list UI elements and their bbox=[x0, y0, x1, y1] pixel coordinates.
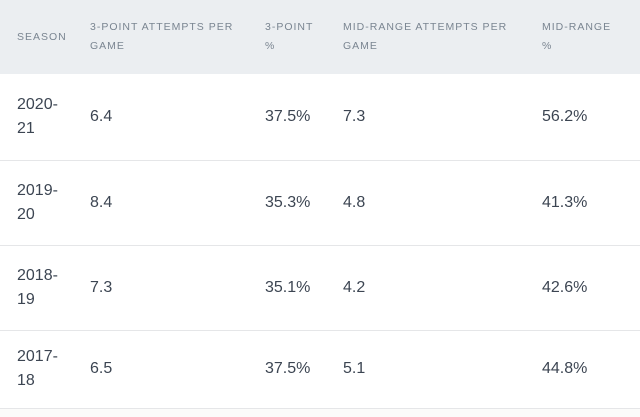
season-cell: 2018-19 bbox=[0, 245, 90, 331]
column-header-midrange-attempts: MID-RANGE ATTEMPTS PER GAME bbox=[343, 0, 542, 74]
season-cell: 2019-20 bbox=[0, 160, 90, 246]
column-header-3pt-attempts: 3-POINT ATTEMPTS PER GAME bbox=[90, 0, 265, 74]
midrange-pct-cell: 44.8% bbox=[542, 330, 640, 409]
3pt-attempts-cell: 8.4 bbox=[90, 160, 265, 246]
page-background-strip bbox=[0, 408, 640, 417]
3pt-attempts-cell: 6.4 bbox=[90, 74, 265, 161]
midrange-attempts-cell: 7.3 bbox=[343, 74, 542, 161]
midrange-attempts-cell: 4.8 bbox=[343, 160, 542, 246]
midrange-pct-cell: 41.3% bbox=[542, 160, 640, 246]
midrange-pct-cell: 42.6% bbox=[542, 245, 640, 331]
3pt-pct-cell: 35.3% bbox=[265, 160, 343, 246]
3pt-attempts-cell: 7.3 bbox=[90, 245, 265, 331]
midrange-pct-cell: 56.2% bbox=[542, 74, 640, 161]
column-header-3pt-pct: 3-POINT % bbox=[265, 0, 343, 74]
midrange-attempts-cell: 4.2 bbox=[343, 245, 542, 331]
season-cell: 2017-18 bbox=[0, 330, 90, 409]
column-header-midrange-pct: MID-RANGE % bbox=[542, 0, 640, 74]
3pt-pct-cell: 35.1% bbox=[265, 245, 343, 331]
3pt-pct-cell: 37.5% bbox=[265, 330, 343, 409]
table-row: 2020-21 6.4 37.5% 7.3 56.2% bbox=[0, 74, 640, 161]
table-row: 2019-20 8.4 35.3% 4.8 41.3% bbox=[0, 160, 640, 246]
column-header-season: SEASON bbox=[0, 0, 90, 74]
season-cell: 2020-21 bbox=[0, 74, 90, 161]
3pt-attempts-cell: 6.5 bbox=[90, 330, 265, 409]
table-row: 2018-19 7.3 35.1% 4.2 42.6% bbox=[0, 245, 640, 331]
3pt-pct-cell: 37.5% bbox=[265, 74, 343, 161]
table-row: 2017-18 6.5 37.5% 5.1 44.8% bbox=[0, 330, 640, 409]
table-header-row: SEASON 3-POINT ATTEMPTS PER GAME 3-POINT… bbox=[0, 0, 640, 74]
midrange-attempts-cell: 5.1 bbox=[343, 330, 542, 409]
